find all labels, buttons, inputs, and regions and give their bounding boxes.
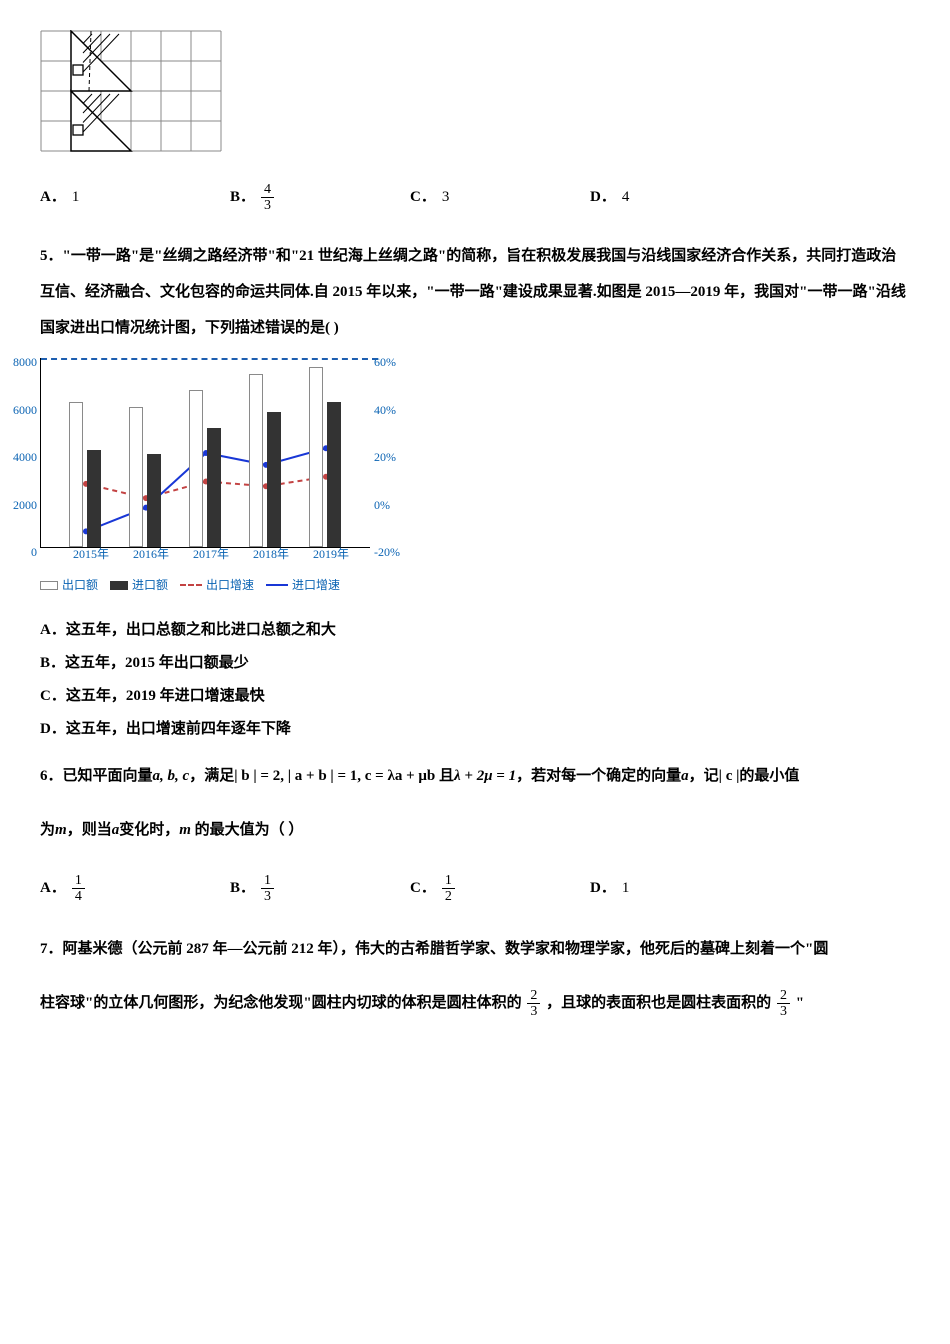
q-number: 6． [40, 768, 63, 784]
option-label: A． [40, 872, 66, 905]
q5-body1: "一带一路"是"丝绸之路经济带"和"21 世纪海上丝绸之路"的简称，旨在积极发展… [40, 248, 906, 336]
q5-chart: 02000400060008000-20%0%20%40%60%2015年201… [40, 358, 370, 598]
q6-cond2: λ + 2μ = 1 [454, 768, 516, 784]
q5-text: 5．"一带一路"是"丝绸之路经济带"和"21 世纪海上丝绸之路"的简称，旨在积极… [40, 238, 910, 346]
q6-option-d: D． 1 [590, 872, 629, 905]
q5-answer-a: A．这五年，出口总额之和比进口总额之和大 [40, 614, 910, 647]
q7-t2b: ，且球的表面积也是圆柱表面积的 [546, 995, 771, 1011]
fraction-den: 4 [72, 889, 85, 904]
q7-line1: 7．阿基米德（公元前 287 年—公元前 212 年），伟大的古希腊哲学家、数学… [40, 931, 910, 967]
q6-t2: ，满足 [189, 768, 234, 784]
q4-grid-figure [40, 30, 910, 167]
legend-import: 进口额 [110, 572, 168, 598]
q7-t1: 阿基米德（公元前 287 年—公元前 212 年），伟大的古希腊哲学家、数学家和… [63, 941, 829, 957]
fraction-num: 2 [527, 988, 540, 1004]
fraction-num: 4 [261, 182, 274, 198]
legend-swatch [180, 584, 202, 586]
q7-t2c: " [796, 995, 804, 1011]
legend-label: 出口增速 [206, 572, 254, 598]
q5-answers: A．这五年，出口总额之和比进口总额之和大 B．这五年，2015 年出口额最少 C… [40, 614, 910, 746]
q6-options-row: A． 1 4 B． 1 3 C． 1 2 D． 1 [40, 872, 910, 905]
chart-legend: 出口额 进口额 出口增速 进口增速 [40, 572, 370, 598]
q6-option-c: C． 1 2 [410, 872, 590, 905]
q6-t6: 的最小值 [739, 768, 799, 784]
q6-l2a: 为 [40, 822, 55, 838]
option-value: 1 [622, 872, 630, 905]
q6-a: a [681, 768, 689, 784]
q5-answer-d: D．这五年，出口增速前四年逐年下降 [40, 713, 910, 746]
q6-option-a: A． 1 4 [40, 872, 230, 905]
fraction-den: 2 [442, 889, 455, 904]
q4-option-c: C． 3 [410, 181, 590, 214]
legend-import-growth: 进口增速 [266, 572, 340, 598]
option-label: C． [410, 872, 436, 905]
q5-answer-c: C．这五年，2019 年进口增速最快 [40, 680, 910, 713]
fraction-den: 3 [261, 198, 274, 213]
q6-t4: ，若对每一个确定的向量 [516, 768, 681, 784]
q6-m1: m [55, 822, 67, 838]
q6-option-b: B． 1 3 [230, 872, 410, 905]
q4-option-d: D． 4 [590, 181, 629, 214]
q4-options-row: A． 1 B． 4 3 C． 3 D． 4 [40, 181, 910, 214]
q6-text: 6．已知平面向量a, b, c，满足| b | = 2, | a + b | =… [40, 758, 910, 794]
q6-t1: 已知平面向量 [63, 768, 153, 784]
option-label: B． [230, 181, 255, 214]
legend-swatch [266, 584, 288, 586]
option-label: D． [590, 181, 616, 214]
option-label: C． [410, 181, 436, 214]
q6-t3: 且 [435, 768, 454, 784]
option-label: D． [590, 872, 616, 905]
q6-cond1: | b | = 2, | a + b | = 1, c = λa + μb [234, 768, 435, 784]
option-value: 4 [622, 181, 630, 214]
chart-area: 02000400060008000-20%0%20%40%60%2015年201… [40, 358, 370, 548]
option-value: 3 [442, 181, 450, 214]
q5-wrong: 错误 [265, 320, 295, 337]
legend-swatch [110, 581, 128, 590]
legend-export-growth: 出口增速 [180, 572, 254, 598]
q4-option-a: A． 1 [40, 181, 230, 214]
q7-t2a: 柱容球"的立体几何图形，为纪念他发现"圆柱内切球的体积是圆柱体积的 [40, 995, 522, 1011]
q-number: 7． [40, 941, 63, 957]
legend-label: 进口增速 [292, 572, 340, 598]
q6-line2: 为m，则当a变化时，m 的最大值为（ ） [40, 812, 910, 848]
option-value: 1 [72, 181, 80, 214]
q6-l2d: 的最大值为（ ） [191, 822, 304, 838]
fraction: 2 3 [777, 988, 790, 1020]
q5-answer-b: B．这五年，2015 年出口额最少 [40, 647, 910, 680]
legend-swatch [40, 581, 58, 590]
fraction-num: 1 [442, 873, 455, 889]
option-label: A． [40, 181, 66, 214]
q7-line2: 柱容球"的立体几何图形，为纪念他发现"圆柱内切球的体积是圆柱体积的 2 3 ，且… [40, 985, 910, 1021]
grid-svg [40, 30, 224, 154]
fraction-den: 3 [527, 1004, 540, 1019]
q6-t5: ，记 [689, 768, 719, 784]
fraction-num: 1 [72, 873, 85, 889]
legend-export: 出口额 [40, 572, 98, 598]
legend-label: 进口额 [132, 572, 168, 598]
fraction: 1 3 [261, 873, 274, 905]
fraction: 1 2 [442, 873, 455, 905]
fraction-den: 3 [261, 889, 274, 904]
fraction: 2 3 [527, 988, 540, 1020]
q6-l2c: 变化时， [119, 822, 179, 838]
q6-l2b: ，则当 [67, 822, 112, 838]
q6-m2: m [179, 822, 191, 838]
fraction-num: 1 [261, 873, 274, 889]
q6-abc: a, b, c [153, 768, 190, 784]
q4-option-b: B． 4 3 [230, 181, 410, 214]
fraction-den: 3 [777, 1004, 790, 1019]
legend-label: 出口额 [62, 572, 98, 598]
q-number: 5． [40, 248, 63, 264]
option-label: B． [230, 872, 255, 905]
q5-body2: 的是( ) [295, 320, 339, 336]
fraction-num: 2 [777, 988, 790, 1004]
q6-cabs: | c | [719, 768, 740, 784]
fraction: 4 3 [261, 182, 274, 214]
fraction: 1 4 [72, 873, 85, 905]
